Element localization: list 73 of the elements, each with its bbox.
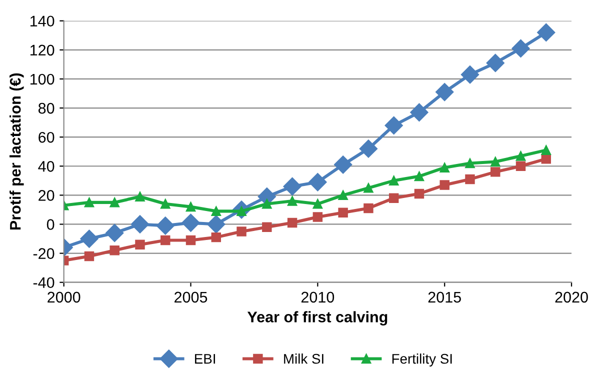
point bbox=[490, 156, 500, 167]
x-tick-label: 2010 bbox=[301, 292, 334, 303]
point bbox=[262, 222, 272, 232]
y-tick-label: 20 bbox=[38, 190, 54, 201]
point bbox=[287, 196, 298, 206]
point bbox=[160, 199, 170, 209]
y-tick-label: -20 bbox=[33, 248, 54, 259]
point bbox=[486, 54, 504, 72]
point bbox=[388, 193, 399, 203]
point bbox=[283, 177, 302, 196]
point bbox=[182, 214, 200, 232]
y-tick-label: 140 bbox=[30, 16, 54, 27]
point bbox=[364, 203, 374, 214]
point bbox=[410, 103, 428, 122]
y-tick-label: 40 bbox=[38, 160, 54, 172]
point bbox=[80, 230, 98, 248]
y-tick-label: 100 bbox=[30, 74, 54, 85]
point bbox=[460, 66, 480, 84]
legend-label: EBI bbox=[195, 354, 215, 364]
point bbox=[312, 199, 323, 209]
point bbox=[211, 206, 222, 216]
y-axis-title: Protif per lactation (€) bbox=[10, 73, 24, 230]
point bbox=[541, 145, 551, 156]
point bbox=[364, 183, 374, 193]
point bbox=[160, 235, 170, 246]
point bbox=[186, 235, 196, 246]
point bbox=[106, 224, 124, 242]
point bbox=[414, 188, 424, 199]
y-tick-label: 0 bbox=[46, 219, 54, 230]
point bbox=[414, 171, 424, 182]
point bbox=[312, 212, 323, 222]
point bbox=[388, 176, 399, 186]
point bbox=[440, 180, 450, 190]
point bbox=[465, 158, 475, 168]
y-tick-label: 80 bbox=[38, 102, 54, 114]
point bbox=[130, 215, 150, 234]
point bbox=[512, 39, 530, 58]
point bbox=[236, 226, 246, 236]
legend-label: Milk SI bbox=[284, 354, 324, 364]
point bbox=[110, 246, 120, 256]
point bbox=[490, 167, 500, 177]
legend-label: Fertility SI bbox=[392, 354, 452, 366]
x-tick-label: 2005 bbox=[174, 292, 208, 303]
point bbox=[84, 198, 94, 208]
point bbox=[338, 208, 348, 218]
point bbox=[211, 232, 222, 242]
point bbox=[338, 190, 348, 200]
point bbox=[84, 251, 94, 262]
point bbox=[516, 151, 526, 161]
point bbox=[440, 162, 450, 172]
point bbox=[465, 174, 475, 184]
y-tick-label: 120 bbox=[30, 44, 54, 56]
y-tick-label: -40 bbox=[33, 277, 54, 288]
point bbox=[436, 82, 454, 102]
point bbox=[135, 240, 145, 250]
point bbox=[135, 192, 145, 202]
point bbox=[359, 140, 378, 158]
x-axis-title: Year of first calving bbox=[247, 311, 388, 326]
y-tick-label: 60 bbox=[38, 132, 54, 143]
point bbox=[186, 202, 196, 212]
point bbox=[110, 198, 120, 208]
point bbox=[384, 116, 403, 134]
x-tick-label: 2000 bbox=[48, 292, 80, 303]
point bbox=[287, 218, 298, 228]
point bbox=[516, 161, 526, 171]
point bbox=[308, 173, 327, 192]
point bbox=[537, 23, 556, 42]
x-tick-label: 2015 bbox=[428, 292, 461, 303]
point bbox=[334, 156, 352, 174]
point bbox=[262, 199, 272, 209]
point bbox=[207, 215, 226, 234]
x-tick-label: 2020 bbox=[555, 292, 588, 303]
point bbox=[156, 216, 174, 235]
